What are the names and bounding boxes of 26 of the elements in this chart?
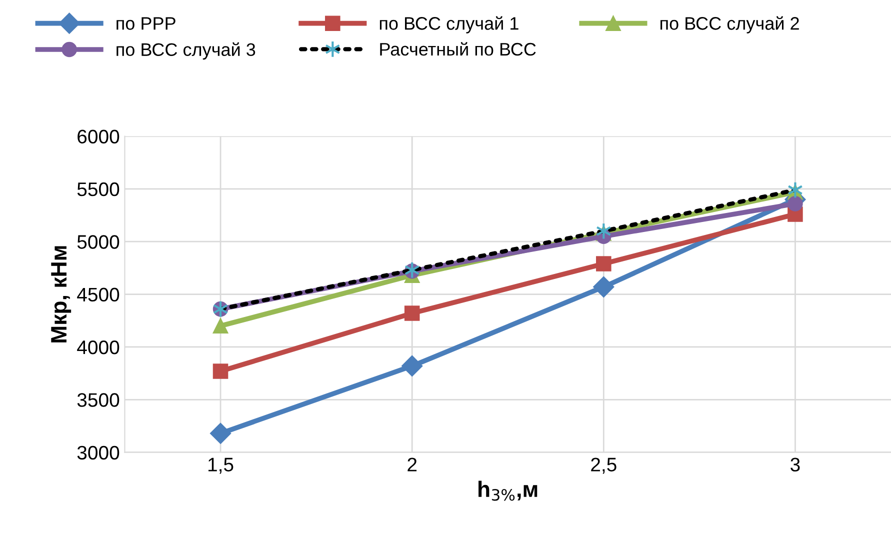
y-tick-label: 4000 xyxy=(77,340,120,354)
point xyxy=(212,318,228,334)
y-tick-label: 3000 xyxy=(77,446,120,460)
point xyxy=(596,256,612,272)
legend-label: по ВСС случай 2 xyxy=(660,16,799,34)
y-tick-label: 5000 xyxy=(77,235,120,249)
y-tick-label: 5500 xyxy=(77,182,120,196)
y-axis-title: Мкр, кНм xyxy=(51,246,72,342)
x-tick-label: 2 xyxy=(408,458,417,472)
point xyxy=(593,276,614,298)
point xyxy=(402,355,423,376)
point xyxy=(404,306,420,321)
point xyxy=(788,196,803,212)
legend-label: по ВСС случай 3 xyxy=(116,42,256,60)
x-axis-title: h$_{3%}$,м xyxy=(478,480,538,501)
y-tick-label: 4500 xyxy=(77,288,120,302)
x-tick-label: 2,5 xyxy=(591,458,616,474)
x-tick-label: 1,5 xyxy=(208,458,234,474)
x-tick-label: 3 xyxy=(790,458,800,472)
legend-label: по ВСС случай 1 xyxy=(380,16,518,34)
y-tick-label: 3500 xyxy=(77,393,120,407)
legend-label: Расчетный по ВСС xyxy=(380,42,536,56)
point xyxy=(212,364,228,379)
y-tick-label: 6000 xyxy=(78,130,120,144)
point xyxy=(210,422,232,444)
legend-label: по PPP xyxy=(116,17,176,30)
